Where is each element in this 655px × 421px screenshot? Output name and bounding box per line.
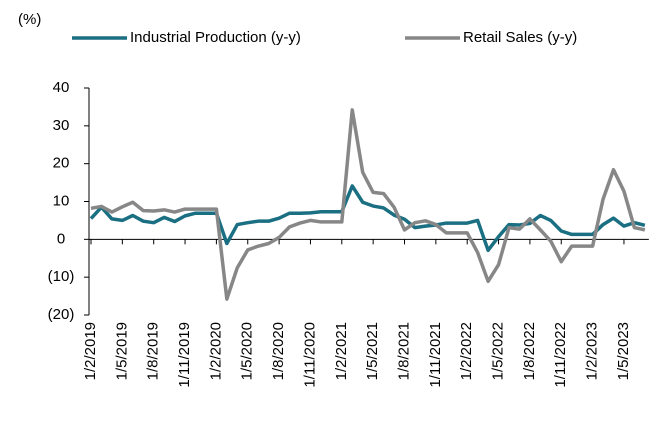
y-tick-label: 0 [57,230,65,247]
x-tick-label: 1/5/2022 [490,322,507,380]
x-tick-label: 1/2/2019 [82,322,99,380]
x-tick-label: 1/8/2021 [395,322,412,380]
series-line [90,108,646,301]
y-tick-label: (10) [48,268,75,285]
y-tick-label: 30 [53,117,70,134]
x-tick-label: 1/5/2021 [364,322,381,380]
legend-label: Retail Sales (y-y) [463,29,577,46]
x-tick-label: 1/2/2023 [584,322,601,380]
x-tick-label: 1/2/2022 [458,322,475,380]
x-tick-label: 1/8/2022 [521,322,538,380]
x-tick-label: 1/5/2023 [615,322,632,380]
x-tick-label: 1/5/2020 [239,322,256,380]
x-tick-label: 1/2/2020 [207,322,224,380]
x-tick-label: 1/8/2019 [145,322,162,380]
y-tick-label: 40 [53,79,70,96]
series-line [89,184,646,253]
x-tick-label: 1/2/2021 [333,322,350,380]
x-tick-label: 1/5/2019 [113,322,130,380]
legend-label: Industrial Production (y-y) [130,29,301,46]
x-tick-label: 1/11/2021 [427,322,444,388]
x-tick-label: 1/11/2020 [301,322,318,388]
x-tick-label: 1/11/2019 [176,322,193,388]
y-tick-label: 20 [53,155,70,172]
y-tick-label: 10 [53,192,70,209]
x-tick-label: 1/8/2020 [270,322,287,380]
unit-label: (%) [18,11,41,28]
x-tick-label: 1/11/2022 [552,322,569,388]
y-tick-label: (20) [48,306,75,323]
